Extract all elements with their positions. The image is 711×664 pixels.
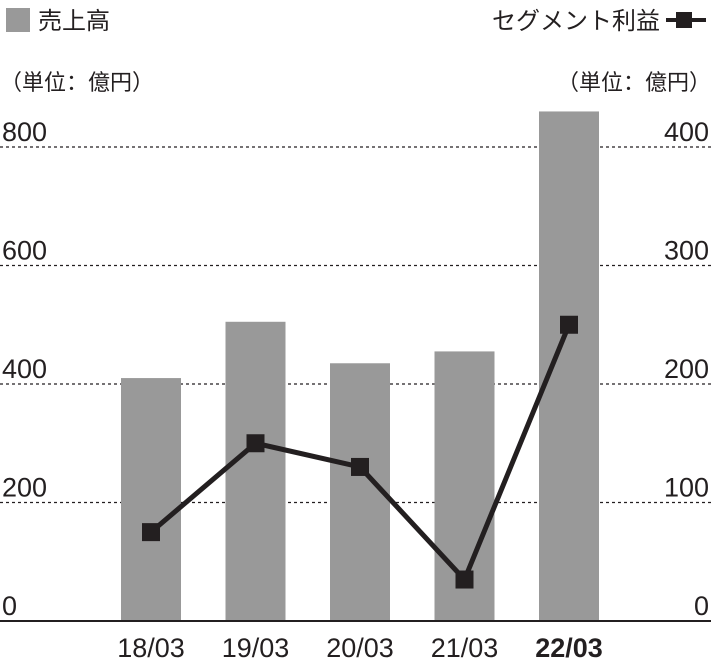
right-axis-unit-label: （単位：億円）: [557, 71, 711, 96]
category-label-22/03: 22/03: [535, 633, 603, 663]
legend-line-label: セグメント利益: [492, 7, 660, 35]
bar-19/03: [225, 321, 286, 621]
bar-18/03: [121, 378, 181, 621]
legend-bar-swatch: [6, 8, 30, 32]
profit-marker-19/03: [246, 434, 265, 453]
category-label-19/03: 19/03: [222, 633, 290, 663]
legend-line-swatch: [666, 12, 706, 28]
left-tick-600: 600: [2, 236, 47, 266]
category-label-21/03: 21/03: [431, 633, 499, 663]
right-tick-300: 300: [664, 236, 709, 266]
profit-marker-20/03: [351, 457, 369, 476]
category-label-20/03: 20/03: [326, 633, 394, 663]
left-tick-0: 0: [2, 591, 17, 621]
profit-marker-21/03: [455, 570, 474, 589]
profit-marker-18/03: [142, 523, 160, 542]
left-tick-200: 200: [2, 473, 47, 503]
left-tick-400: 400: [2, 354, 47, 384]
bar-22/03: [539, 111, 599, 621]
category-label-18/03: 18/03: [117, 633, 185, 663]
right-tick-100: 100: [664, 473, 709, 503]
right-tick-200: 200: [664, 354, 709, 384]
profit-marker-22/03: [560, 315, 578, 334]
right-tick-0: 0: [694, 591, 709, 621]
right-tick-400: 400: [664, 117, 709, 147]
legend-bar-label: 売上高: [38, 7, 110, 35]
left-axis-unit-label: （単位：億円）: [0, 71, 154, 96]
left-tick-800: 800: [2, 117, 47, 147]
